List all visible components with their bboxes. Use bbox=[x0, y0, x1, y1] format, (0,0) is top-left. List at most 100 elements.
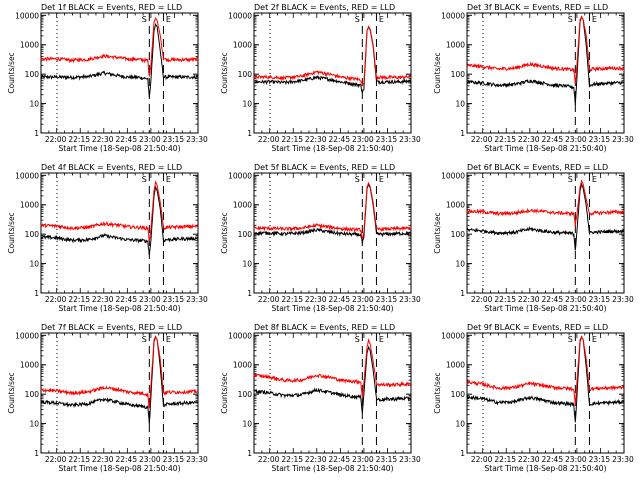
y-tick-label: 1000 bbox=[20, 41, 39, 50]
x-tick-label: 22:00 bbox=[471, 135, 493, 144]
y-tick-label: 10 bbox=[455, 420, 465, 429]
panel-title: Det 8f BLACK = Events, RED = LLD bbox=[254, 323, 395, 332]
y-tick-label: 1 bbox=[460, 289, 465, 298]
x-tick-label: 23:15 bbox=[163, 295, 185, 304]
saa-label: S bbox=[355, 15, 360, 24]
saa-label: E bbox=[592, 335, 597, 344]
y-tick-label: 10000 bbox=[15, 11, 39, 20]
saa-label: E bbox=[379, 15, 384, 24]
y-tick-label: 10 bbox=[455, 260, 465, 269]
lld-series-line bbox=[466, 15, 625, 84]
y-tick-label: 1000 bbox=[446, 201, 465, 210]
x-tick-label: 23:30 bbox=[186, 135, 208, 144]
x-tick-label: 22:45 bbox=[541, 295, 563, 304]
detector-panel: Det 3f BLACK = Events, RED = LLD 1 10 100 10… bbox=[433, 3, 634, 153]
x-tick-label: 23:00 bbox=[352, 295, 374, 304]
y-tick-label: 10 bbox=[242, 100, 252, 109]
y-tick-label: 10 bbox=[242, 260, 252, 269]
saa-label: S bbox=[568, 15, 573, 24]
y-tick-label: 100 bbox=[451, 230, 466, 239]
y-axis-label: Counts/sec bbox=[220, 212, 229, 253]
y-tick-label: 10000 bbox=[228, 11, 252, 20]
x-tick-label: 23:15 bbox=[376, 455, 398, 464]
x-tick-label: 23:30 bbox=[399, 135, 421, 144]
x-tick-label: 22:00 bbox=[45, 295, 67, 304]
x-tick-label: 22:45 bbox=[328, 295, 350, 304]
y-tick-label: 100 bbox=[238, 230, 253, 239]
events-series-line bbox=[40, 22, 199, 98]
x-tick-label: 22:15 bbox=[68, 135, 90, 144]
x-tick-label: 23:30 bbox=[612, 295, 634, 304]
x-tick-label: 22:45 bbox=[541, 455, 563, 464]
y-axis-label: Counts/sec bbox=[7, 212, 16, 253]
x-tick-label: 22:30 bbox=[518, 295, 540, 304]
y-tick-label: 10000 bbox=[441, 11, 465, 20]
saa-label: S bbox=[142, 335, 147, 344]
x-tick-label: 23:00 bbox=[565, 135, 587, 144]
y-axis-label: Counts/sec bbox=[433, 372, 442, 413]
x-tick-label: 22:45 bbox=[328, 455, 350, 464]
y-tick-label: 1 bbox=[34, 289, 39, 298]
x-tick-label: 23:30 bbox=[186, 455, 208, 464]
x-tick-label: 22:30 bbox=[518, 135, 540, 144]
x-tick-label: 22:30 bbox=[305, 295, 327, 304]
x-tick-label: 22:45 bbox=[541, 135, 563, 144]
x-tick-label: 22:30 bbox=[518, 455, 540, 464]
saa-label: E bbox=[379, 335, 384, 344]
x-tick-label: 23:30 bbox=[399, 295, 421, 304]
x-tick-label: 23:30 bbox=[186, 295, 208, 304]
y-tick-label: 1 bbox=[247, 289, 252, 298]
x-tick-label: 22:15 bbox=[494, 135, 516, 144]
y-tick-label: 10000 bbox=[15, 331, 39, 340]
events-series-line bbox=[466, 15, 625, 105]
events-series-line bbox=[466, 335, 625, 423]
y-tick-label: 100 bbox=[451, 390, 466, 399]
x-tick-label: 23:15 bbox=[163, 135, 185, 144]
panel-title: Det 3f BLACK = Events, RED = LLD bbox=[467, 3, 608, 12]
x-tick-label: 22:45 bbox=[115, 295, 137, 304]
lld-series-line bbox=[253, 181, 412, 240]
x-tick-label: 22:15 bbox=[281, 455, 303, 464]
x-axis-label: Start Time (18-Sep-08 21:50:40) bbox=[272, 144, 394, 153]
detector-panel: Det 5f BLACK = Events, RED = LLD 1 10 100 10… bbox=[220, 163, 421, 313]
x-tick-label: 22:30 bbox=[305, 455, 327, 464]
x-tick-label: 22:15 bbox=[494, 295, 516, 304]
x-axis-label: Start Time (18-Sep-08 21:50:40) bbox=[485, 144, 607, 153]
x-tick-label: 22:15 bbox=[494, 455, 516, 464]
detector-panel: Det 2f BLACK = Events, RED = LLD 1 10 100 10… bbox=[220, 3, 421, 153]
panel-title: Det 5f BLACK = Events, RED = LLD bbox=[254, 163, 395, 172]
saa-label: E bbox=[379, 175, 384, 184]
panel-title: Det 4f BLACK = Events, RED = LLD bbox=[41, 163, 182, 172]
x-tick-label: 23:00 bbox=[565, 455, 587, 464]
x-tick-label: 23:15 bbox=[376, 135, 398, 144]
x-axis-label: Start Time (18-Sep-08 21:50:40) bbox=[485, 304, 607, 313]
x-tick-label: 23:00 bbox=[139, 455, 161, 464]
detector-panel: Det 8f BLACK = Events, RED = LLD 1 10 100 10… bbox=[220, 323, 421, 473]
events-series-line bbox=[40, 335, 199, 425]
x-tick-label: 23:00 bbox=[139, 135, 161, 144]
x-axis-label: Start Time (18-Sep-08 21:50:40) bbox=[272, 464, 394, 473]
x-tick-label: 23:15 bbox=[589, 295, 611, 304]
panel-title: Det 7f BLACK = Events, RED = LLD bbox=[41, 323, 182, 332]
saa-label: E bbox=[592, 175, 597, 184]
saa-label: E bbox=[166, 15, 171, 24]
lld-series-line bbox=[40, 17, 199, 78]
lld-series-line bbox=[466, 335, 625, 405]
x-tick-label: 22:00 bbox=[258, 135, 280, 144]
x-tick-label: 22:00 bbox=[258, 295, 280, 304]
x-tick-label: 23:00 bbox=[352, 455, 374, 464]
y-axis-label: Counts/sec bbox=[220, 372, 229, 413]
y-tick-label: 1 bbox=[460, 449, 465, 458]
y-tick-label: 100 bbox=[25, 230, 40, 239]
y-tick-label: 100 bbox=[238, 390, 253, 399]
panel-title: Det 2f BLACK = Events, RED = LLD bbox=[254, 3, 395, 12]
y-tick-label: 1000 bbox=[233, 41, 252, 50]
x-tick-label: 22:15 bbox=[281, 295, 303, 304]
panel-title: Det 1f BLACK = Events, RED = LLD bbox=[41, 3, 182, 12]
y-tick-label: 100 bbox=[25, 390, 40, 399]
x-tick-label: 23:00 bbox=[565, 295, 587, 304]
x-tick-label: 22:30 bbox=[305, 135, 327, 144]
y-tick-label: 10000 bbox=[441, 331, 465, 340]
x-axis-label: Start Time (18-Sep-08 21:50:40) bbox=[272, 304, 394, 313]
